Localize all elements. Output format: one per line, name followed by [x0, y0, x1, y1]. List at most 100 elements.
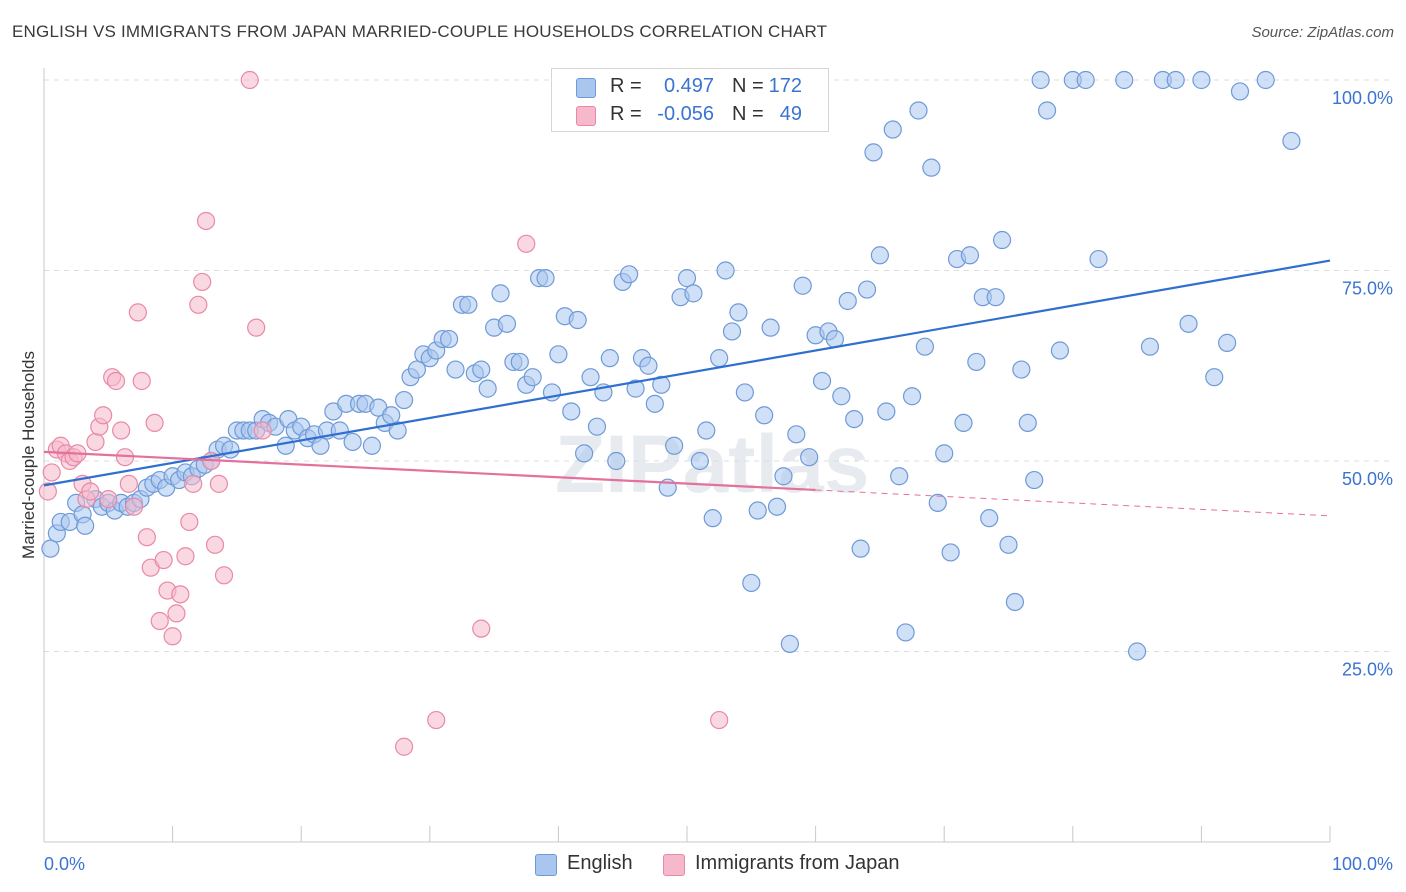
english-point [697, 421, 716, 440]
english-point [1037, 101, 1057, 120]
english-point [864, 143, 883, 162]
english-point [1179, 314, 1198, 333]
english-point [800, 448, 819, 467]
english-point [992, 230, 1012, 250]
english-point [755, 406, 774, 425]
english-point [787, 425, 806, 444]
x-tick-label: 100.0% [1332, 854, 1393, 874]
x-tick-label: 0.0% [44, 854, 85, 874]
english-point [652, 375, 671, 394]
english-point [1282, 131, 1301, 151]
japan-point [112, 421, 131, 440]
english-point [774, 467, 793, 486]
english-point [575, 444, 594, 463]
japan-point [124, 497, 144, 516]
english-point [767, 497, 787, 516]
japan-points [38, 70, 729, 756]
japan-swatch [576, 106, 596, 126]
japan-point [106, 371, 126, 391]
english-point [665, 436, 684, 455]
y-tick-label: 25.0% [1342, 660, 1393, 680]
english-point [896, 623, 915, 642]
english-point [562, 402, 581, 421]
japan-trend-extension [815, 489, 1331, 517]
english-point [523, 368, 542, 387]
english-point [922, 158, 941, 177]
japan-point [209, 474, 228, 493]
japan-trend-line [43, 450, 816, 492]
english-point [1166, 70, 1185, 90]
english-point [221, 440, 240, 459]
legend-row-english: R = 0.497 N = 172 [552, 73, 828, 99]
english-point [941, 543, 960, 562]
english-point [343, 432, 362, 452]
source-credit: Source: ZipAtlas.com [1251, 24, 1394, 41]
japan-point [171, 585, 190, 604]
legend-r-value: -0.056 [657, 103, 714, 125]
english-point [549, 345, 568, 364]
english-point [607, 451, 626, 471]
english-point [639, 356, 658, 375]
english-point [986, 288, 1005, 307]
english-point [883, 120, 902, 139]
english-point [677, 269, 697, 288]
japan-point [81, 482, 100, 501]
english-point [967, 352, 986, 372]
japan-point [145, 413, 164, 432]
english-point [1050, 341, 1070, 360]
english-point [1230, 82, 1250, 101]
english-point [684, 284, 703, 303]
japan-point [253, 421, 272, 440]
english-point [812, 371, 832, 391]
english-point [600, 349, 619, 368]
chart-title: ENGLISH VS IMMIGRANTS FROM JAPAN MARRIED… [12, 22, 828, 41]
english-point [536, 269, 555, 288]
english-point [439, 329, 459, 349]
english-point [1025, 470, 1044, 490]
english-point [915, 337, 935, 356]
japan-point [42, 463, 61, 482]
legend-n-value: 49 [779, 103, 802, 125]
japan-point [196, 211, 216, 231]
english-point [446, 360, 465, 379]
japan-point [86, 432, 105, 452]
english-point [845, 409, 864, 429]
japan-point [394, 737, 414, 756]
english-trend-line [43, 259, 1331, 487]
english-point [748, 501, 767, 520]
english-point [780, 634, 799, 653]
legend-n-label: N = [732, 103, 764, 125]
english-point [362, 436, 382, 455]
english-point [710, 349, 729, 368]
english-point [388, 421, 407, 440]
english-point [497, 314, 517, 333]
english-point [620, 265, 639, 284]
english-point [742, 573, 761, 593]
japan-point [180, 512, 199, 532]
english-point [851, 539, 870, 558]
japan-point [154, 550, 173, 570]
english-swatch [576, 78, 596, 98]
english-point [626, 379, 645, 398]
english-point [722, 322, 742, 341]
english-point [761, 318, 780, 337]
japan-point [427, 710, 446, 730]
japan-point [247, 318, 266, 337]
english-point [382, 406, 401, 425]
legend-r-label: R = [610, 75, 642, 97]
japan-point [214, 566, 234, 585]
legend-row-japan: R = -0.056 N = 49 [552, 101, 828, 127]
japan-point [132, 371, 151, 391]
english-point [1031, 70, 1050, 90]
y-tick-labels: 25.0% 50.0% 75.0% 100.0% [1332, 88, 1393, 680]
japan-point [517, 234, 536, 253]
english-point [394, 390, 414, 410]
english-point [928, 493, 947, 513]
english-point [1140, 337, 1160, 356]
english-points [41, 70, 1301, 661]
english-point [581, 368, 600, 387]
english-point [1218, 333, 1237, 352]
japan-point [150, 611, 169, 631]
english-point [793, 276, 812, 295]
english-point [41, 539, 60, 558]
